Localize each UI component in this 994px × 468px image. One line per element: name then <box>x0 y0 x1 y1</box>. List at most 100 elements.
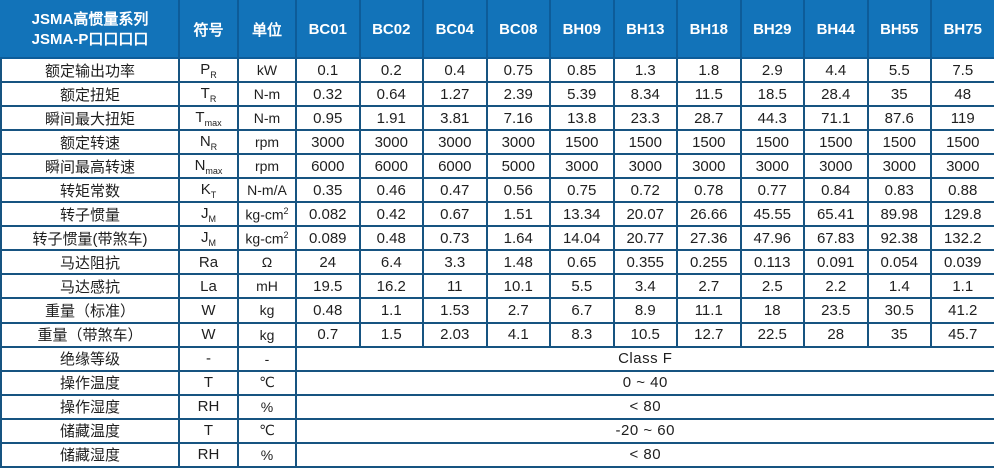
value-bh55: 0.83 <box>866 177 932 204</box>
row-symbol: - <box>178 345 239 372</box>
value-bh75: 132.2 <box>930 225 994 252</box>
row-unit: Ω <box>237 249 297 276</box>
row-symbol: RH <box>178 393 239 420</box>
row-unit: kg-cm2 <box>237 225 297 252</box>
value-bh44: 28.4 <box>803 81 869 108</box>
value-bh29: 1500 <box>739 129 805 156</box>
column-header-bc02: BC02 <box>358 0 424 59</box>
value-bh29: 22.5 <box>739 321 805 348</box>
value-bh55: 1.4 <box>866 273 932 300</box>
row-label: 绝缘等级 <box>0 345 180 372</box>
value-bc02: 6000 <box>358 153 424 180</box>
row-unit: kW <box>237 56 297 84</box>
value-bh29: 18 <box>739 297 805 324</box>
row-symbol: KT <box>178 177 239 204</box>
row-symbol: PR <box>178 56 239 84</box>
row-symbol: W <box>178 321 239 348</box>
value-bh13: 0.72 <box>612 177 678 204</box>
value-bc08: 3000 <box>485 129 551 156</box>
value-bc02: 1.5 <box>358 321 424 348</box>
value-bc04: 1.53 <box>422 297 488 324</box>
value-bc01: 3000 <box>295 129 361 156</box>
row-label: 储藏温度 <box>0 417 180 444</box>
row-label: 额定输出功率 <box>0 56 180 84</box>
value-bh55: 5.5 <box>866 56 932 84</box>
value-bc04: 3000 <box>422 129 488 156</box>
table-row: 额定转速 NR rpm 3000 3000 3000 3000 1500 1500 1500 150… <box>0 129 994 156</box>
column-header-bh75: BH75 <box>930 0 994 59</box>
value-bc04: 3.3 <box>422 249 488 276</box>
row-label: 操作湿度 <box>0 393 180 420</box>
value-bc08: 0.75 <box>485 56 551 84</box>
row-symbol: Tmax <box>178 105 239 132</box>
value-bh29: 45.55 <box>739 201 805 228</box>
value-bh55: 35 <box>866 321 932 348</box>
row-unit: mH <box>237 273 297 300</box>
column-header-unit: 单位 <box>237 0 297 59</box>
value-bh13: 1500 <box>612 129 678 156</box>
value-bc01: 0.082 <box>295 201 361 228</box>
value-bc02: 0.48 <box>358 225 424 252</box>
value-bh18: 11.1 <box>676 297 742 324</box>
value-bc02: 0.46 <box>358 177 424 204</box>
row-unit: rpm <box>237 153 297 180</box>
row-label: 重量（带煞车） <box>0 321 180 348</box>
value-bh44: 2.2 <box>803 273 869 300</box>
value-bh75: 48 <box>930 81 994 108</box>
value-bh09: 1500 <box>549 129 615 156</box>
value-bh09: 8.3 <box>549 321 615 348</box>
value-bc01: 0.089 <box>295 225 361 252</box>
value-bh18: 28.7 <box>676 105 742 132</box>
value-bc08: 1.48 <box>485 249 551 276</box>
value-bc04: 0.4 <box>422 56 488 84</box>
row-symbol: JM <box>178 225 239 252</box>
value-bh09: 5.39 <box>549 81 615 108</box>
value-bh44: 71.1 <box>803 105 869 132</box>
row-label: 瞬间最大扭矩 <box>0 105 180 132</box>
row-label: 马达感抗 <box>0 273 180 300</box>
value-bh13: 3000 <box>612 153 678 180</box>
column-header-symbol: 符号 <box>178 0 239 59</box>
table-row: 转子惯量(带煞车) JM kg-cm2 0.089 0.48 0.73 1.64 14.04 2… <box>0 225 994 252</box>
value-bc04: 0.67 <box>422 201 488 228</box>
value-bh09: 0.75 <box>549 177 615 204</box>
row-symbol: JM <box>178 201 239 228</box>
row-label: 转子惯量 <box>0 201 180 228</box>
row-label: 重量（标准） <box>0 297 180 324</box>
value-bh13: 23.3 <box>612 105 678 132</box>
row-label: 操作温度 <box>0 369 180 396</box>
value-bh55: 35 <box>866 81 932 108</box>
value-bc08: 7.16 <box>485 105 551 132</box>
row-unit: N-m/A <box>237 177 297 204</box>
value-bc01: 0.48 <box>295 297 361 324</box>
value-bc01: 0.35 <box>295 177 361 204</box>
value-bc01: 6000 <box>295 153 361 180</box>
series-title-line2: JSMA-P口口口口 <box>31 30 149 48</box>
table-row: 瞬间最大扭矩 Tmax N-m 0.95 1.91 3.81 7.16 13.8 23.3 28.… <box>0 105 994 132</box>
table-row: 额定输出功率 PR kW 0.1 0.2 0.4 0.75 0.85 1.3 1.8 2.9 4.4 5… <box>0 56 994 84</box>
value-bh09: 0.65 <box>549 249 615 276</box>
value-bc02: 1.91 <box>358 105 424 132</box>
value-bh55: 87.6 <box>866 105 932 132</box>
row-symbol: RH <box>178 441 239 468</box>
value-bc04: 0.47 <box>422 177 488 204</box>
row-label: 储藏湿度 <box>0 441 180 468</box>
column-header-bh29: BH29 <box>739 0 805 59</box>
value-bh29: 0.77 <box>739 177 805 204</box>
value-bh09: 0.85 <box>549 56 615 84</box>
value-bh29: 18.5 <box>739 81 805 108</box>
column-header-bc08: BC08 <box>485 0 551 59</box>
value-bh18: 11.5 <box>676 81 742 108</box>
value-bc02: 6.4 <box>358 249 424 276</box>
value-bc02: 16.2 <box>358 273 424 300</box>
value-bh18: 1500 <box>676 129 742 156</box>
value-bc04: 2.03 <box>422 321 488 348</box>
value-bh18: 26.66 <box>676 201 742 228</box>
merged-value: 0 ~ 40 <box>295 369 994 396</box>
table-row: 操作温度 T ℃ 0 ~ 40 <box>0 369 994 396</box>
table-row: 马达阻抗 Ra Ω 24 6.4 3.3 1.48 0.65 0.355 0.255 0.113 0.… <box>0 249 994 276</box>
row-symbol: T <box>178 417 239 444</box>
row-label: 转矩常数 <box>0 177 180 204</box>
row-symbol: TR <box>178 81 239 108</box>
